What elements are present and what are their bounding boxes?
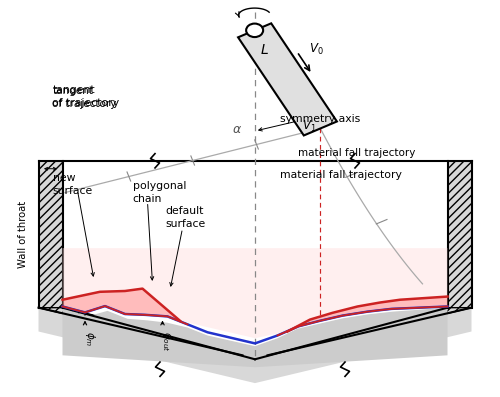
Polygon shape [62, 308, 448, 367]
Polygon shape [38, 308, 255, 383]
Polygon shape [38, 161, 62, 308]
Polygon shape [278, 297, 448, 335]
Text: symmetry axis: symmetry axis [280, 114, 360, 124]
Polygon shape [62, 161, 448, 359]
Text: $\phi_{out}$: $\phi_{out}$ [160, 331, 174, 352]
Polygon shape [448, 161, 471, 308]
Polygon shape [262, 308, 472, 355]
Text: $\alpha$: $\alpha$ [232, 123, 242, 136]
Circle shape [246, 23, 263, 37]
Text: material fall trajectory: material fall trajectory [280, 170, 402, 180]
Polygon shape [238, 23, 337, 135]
Text: tangent
of trajectory: tangent of trajectory [52, 86, 117, 109]
Polygon shape [38, 308, 248, 355]
Text: default
surface: default surface [165, 206, 205, 229]
Text: new
surface: new surface [52, 173, 93, 196]
Text: polygonal
chain: polygonal chain [132, 181, 186, 204]
Text: tangent
of trajectory: tangent of trajectory [52, 85, 120, 108]
Polygon shape [255, 308, 472, 383]
Text: $L$: $L$ [260, 42, 269, 57]
Text: Wall of throat: Wall of throat [18, 200, 28, 268]
Text: material fall trajectory: material fall trajectory [298, 148, 415, 158]
Text: $V_1$: $V_1$ [302, 119, 317, 134]
Text: $V_0$: $V_0$ [310, 42, 324, 57]
Text: $\phi_m$: $\phi_m$ [83, 331, 97, 346]
Polygon shape [62, 289, 188, 324]
Polygon shape [62, 248, 448, 338]
